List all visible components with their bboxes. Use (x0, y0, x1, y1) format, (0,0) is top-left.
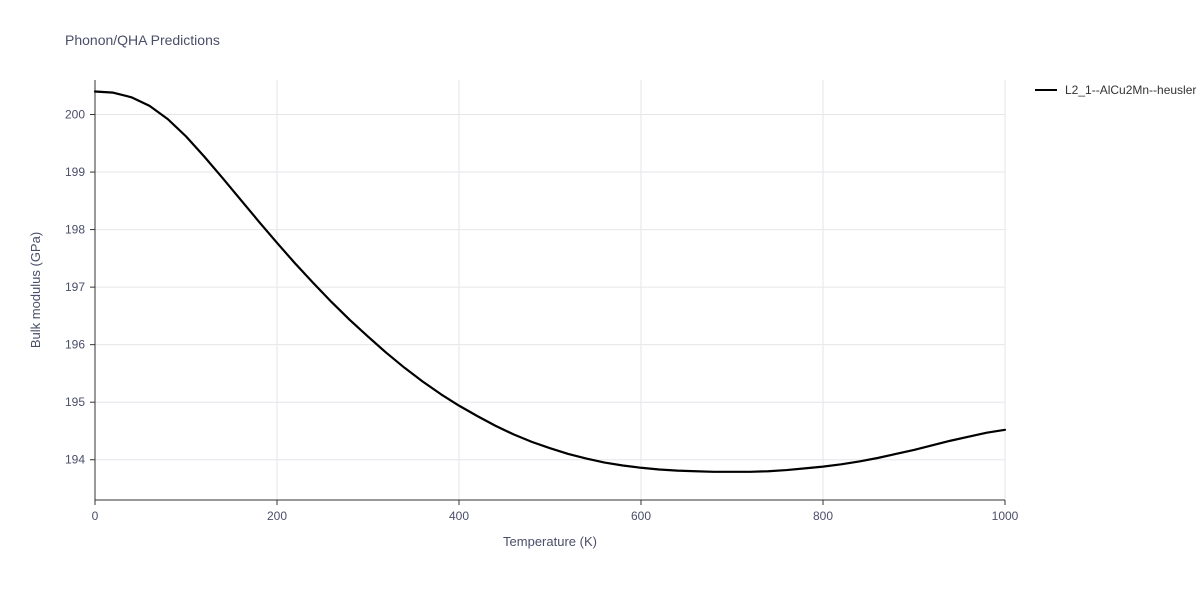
chart-background (0, 0, 1200, 600)
chart-canvas: 0 200 400 600 800 1000 194 195 196 197 198 199 200 Te… (0, 0, 1200, 600)
x-axis-label: Temperature (K) (503, 534, 597, 549)
y-axis-label: Bulk modulus (GPa) (28, 232, 43, 348)
y-tick-label: 197 (65, 280, 85, 294)
x-tick-label: 0 (92, 509, 99, 523)
x-tick-label: 200 (267, 509, 287, 523)
y-tick-label: 200 (65, 108, 85, 122)
y-tick-label: 194 (65, 453, 85, 467)
x-tick-label: 600 (631, 509, 651, 523)
legend-label: L2_1--AlCu2Mn--heusler (1065, 83, 1196, 97)
y-tick-label: 198 (65, 223, 85, 237)
chart-title: Phonon/QHA Predictions (65, 32, 220, 48)
y-tick-label: 199 (65, 165, 85, 179)
y-tick-label: 196 (65, 338, 85, 352)
x-tick-label: 800 (813, 509, 833, 523)
x-tick-label: 400 (449, 509, 469, 523)
y-tick-label: 195 (65, 395, 85, 409)
x-tick-label: 1000 (992, 509, 1019, 523)
